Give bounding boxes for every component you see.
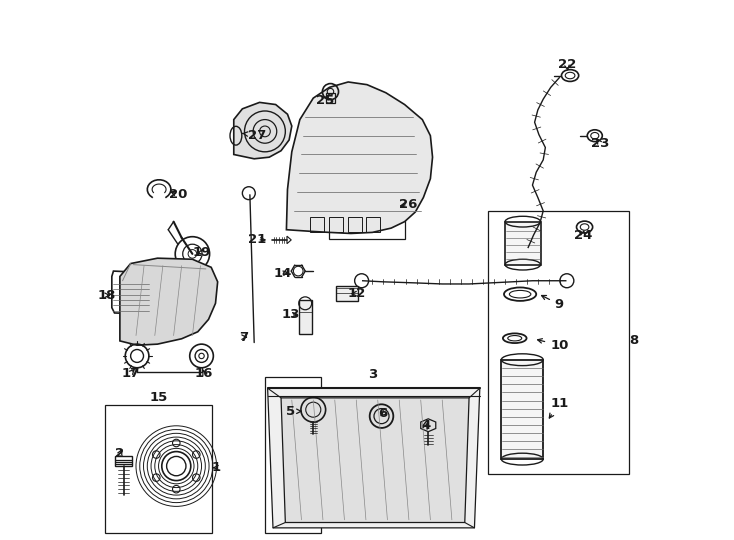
Text: 5: 5 — [286, 405, 301, 418]
Text: 25: 25 — [316, 94, 334, 107]
Text: 11: 11 — [549, 397, 568, 418]
Text: 24: 24 — [574, 228, 592, 241]
Text: 23: 23 — [591, 137, 609, 150]
Text: 26: 26 — [399, 198, 417, 211]
Bar — [105, 406, 212, 533]
Bar — [115, 456, 132, 466]
Text: 19: 19 — [192, 246, 211, 259]
Text: 12: 12 — [347, 287, 366, 300]
Text: 9: 9 — [542, 295, 564, 311]
Polygon shape — [233, 103, 292, 159]
Bar — [488, 211, 629, 474]
Polygon shape — [120, 258, 218, 345]
Bar — [366, 218, 380, 232]
Text: 8: 8 — [629, 334, 638, 347]
Polygon shape — [268, 388, 480, 528]
Bar — [330, 184, 404, 239]
Bar — [329, 218, 343, 232]
Bar — [348, 218, 362, 232]
Text: 7: 7 — [239, 330, 248, 343]
Text: 17: 17 — [122, 367, 139, 380]
Bar — [299, 300, 312, 334]
Text: 27: 27 — [243, 129, 266, 141]
Polygon shape — [286, 82, 432, 233]
Text: 20: 20 — [169, 188, 187, 201]
Bar — [336, 286, 358, 301]
Text: 1: 1 — [212, 461, 221, 474]
Bar — [310, 218, 324, 232]
Text: 6: 6 — [379, 408, 388, 421]
Bar — [265, 377, 321, 533]
Text: 4: 4 — [421, 419, 431, 433]
Text: 13: 13 — [282, 308, 300, 321]
Text: 10: 10 — [537, 339, 569, 352]
Bar — [501, 360, 543, 459]
Text: 15: 15 — [150, 392, 167, 404]
Polygon shape — [281, 398, 469, 523]
Text: 3: 3 — [368, 368, 377, 381]
Text: 2: 2 — [115, 447, 125, 460]
Text: 18: 18 — [98, 289, 116, 302]
Text: 21: 21 — [248, 233, 266, 246]
Text: 14: 14 — [274, 267, 292, 280]
Bar — [326, 93, 335, 104]
Bar — [505, 221, 540, 265]
Text: 22: 22 — [558, 58, 576, 71]
Text: 16: 16 — [195, 367, 214, 380]
